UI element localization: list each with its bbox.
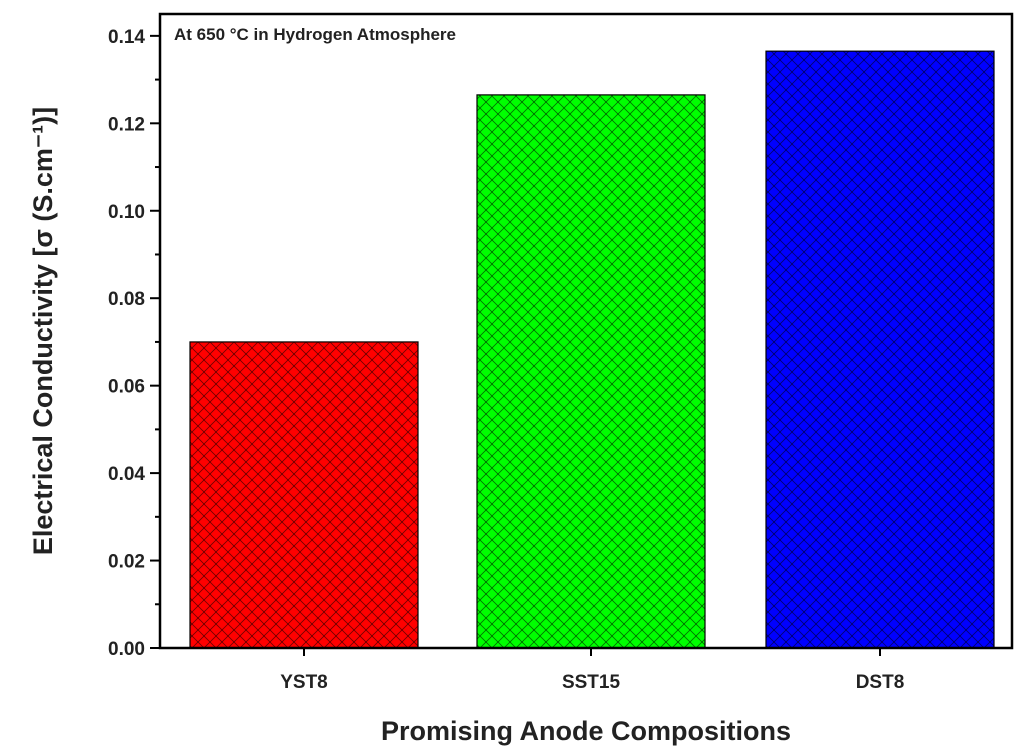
bars-layer — [189, 50, 995, 649]
y-tick-label: 0.04 — [108, 464, 145, 485]
y-tick-label: 0.06 — [108, 377, 145, 398]
y-tick-label: 0.10 — [108, 202, 145, 223]
plot-frame — [158, 12, 1014, 650]
y-tick-label: 0.14 — [108, 27, 145, 48]
chart-annotation: At 650 °C in Hydrogen Atmosphere — [174, 25, 456, 44]
x-category-label: DST8 — [856, 672, 905, 693]
y-axis-label: Electrical Conductivity [σ (S.cm⁻¹)] — [28, 107, 58, 555]
y-axis-ticks: 0.00 0.02 0.04 0.06 0.08 0.10 0.12 0.14 — [108, 27, 160, 660]
y-tick-label: 0.02 — [108, 552, 145, 573]
bar-hatch-sst15 — [477, 94, 705, 649]
x-category-label: YST8 — [280, 672, 328, 693]
x-axis-label: Promising Anode Compositions — [381, 716, 791, 746]
y-tick-label: 0.12 — [108, 114, 145, 135]
bar-hatch-dst8 — [766, 51, 994, 648]
x-category-label: SST15 — [562, 672, 621, 693]
y-tick-label: 0.00 — [108, 639, 145, 660]
x-axis-categories: YST8 SST15 DST8 — [280, 648, 904, 693]
y-tick-label: 0.08 — [108, 289, 145, 310]
bar-hatch-yst8 — [190, 341, 418, 648]
